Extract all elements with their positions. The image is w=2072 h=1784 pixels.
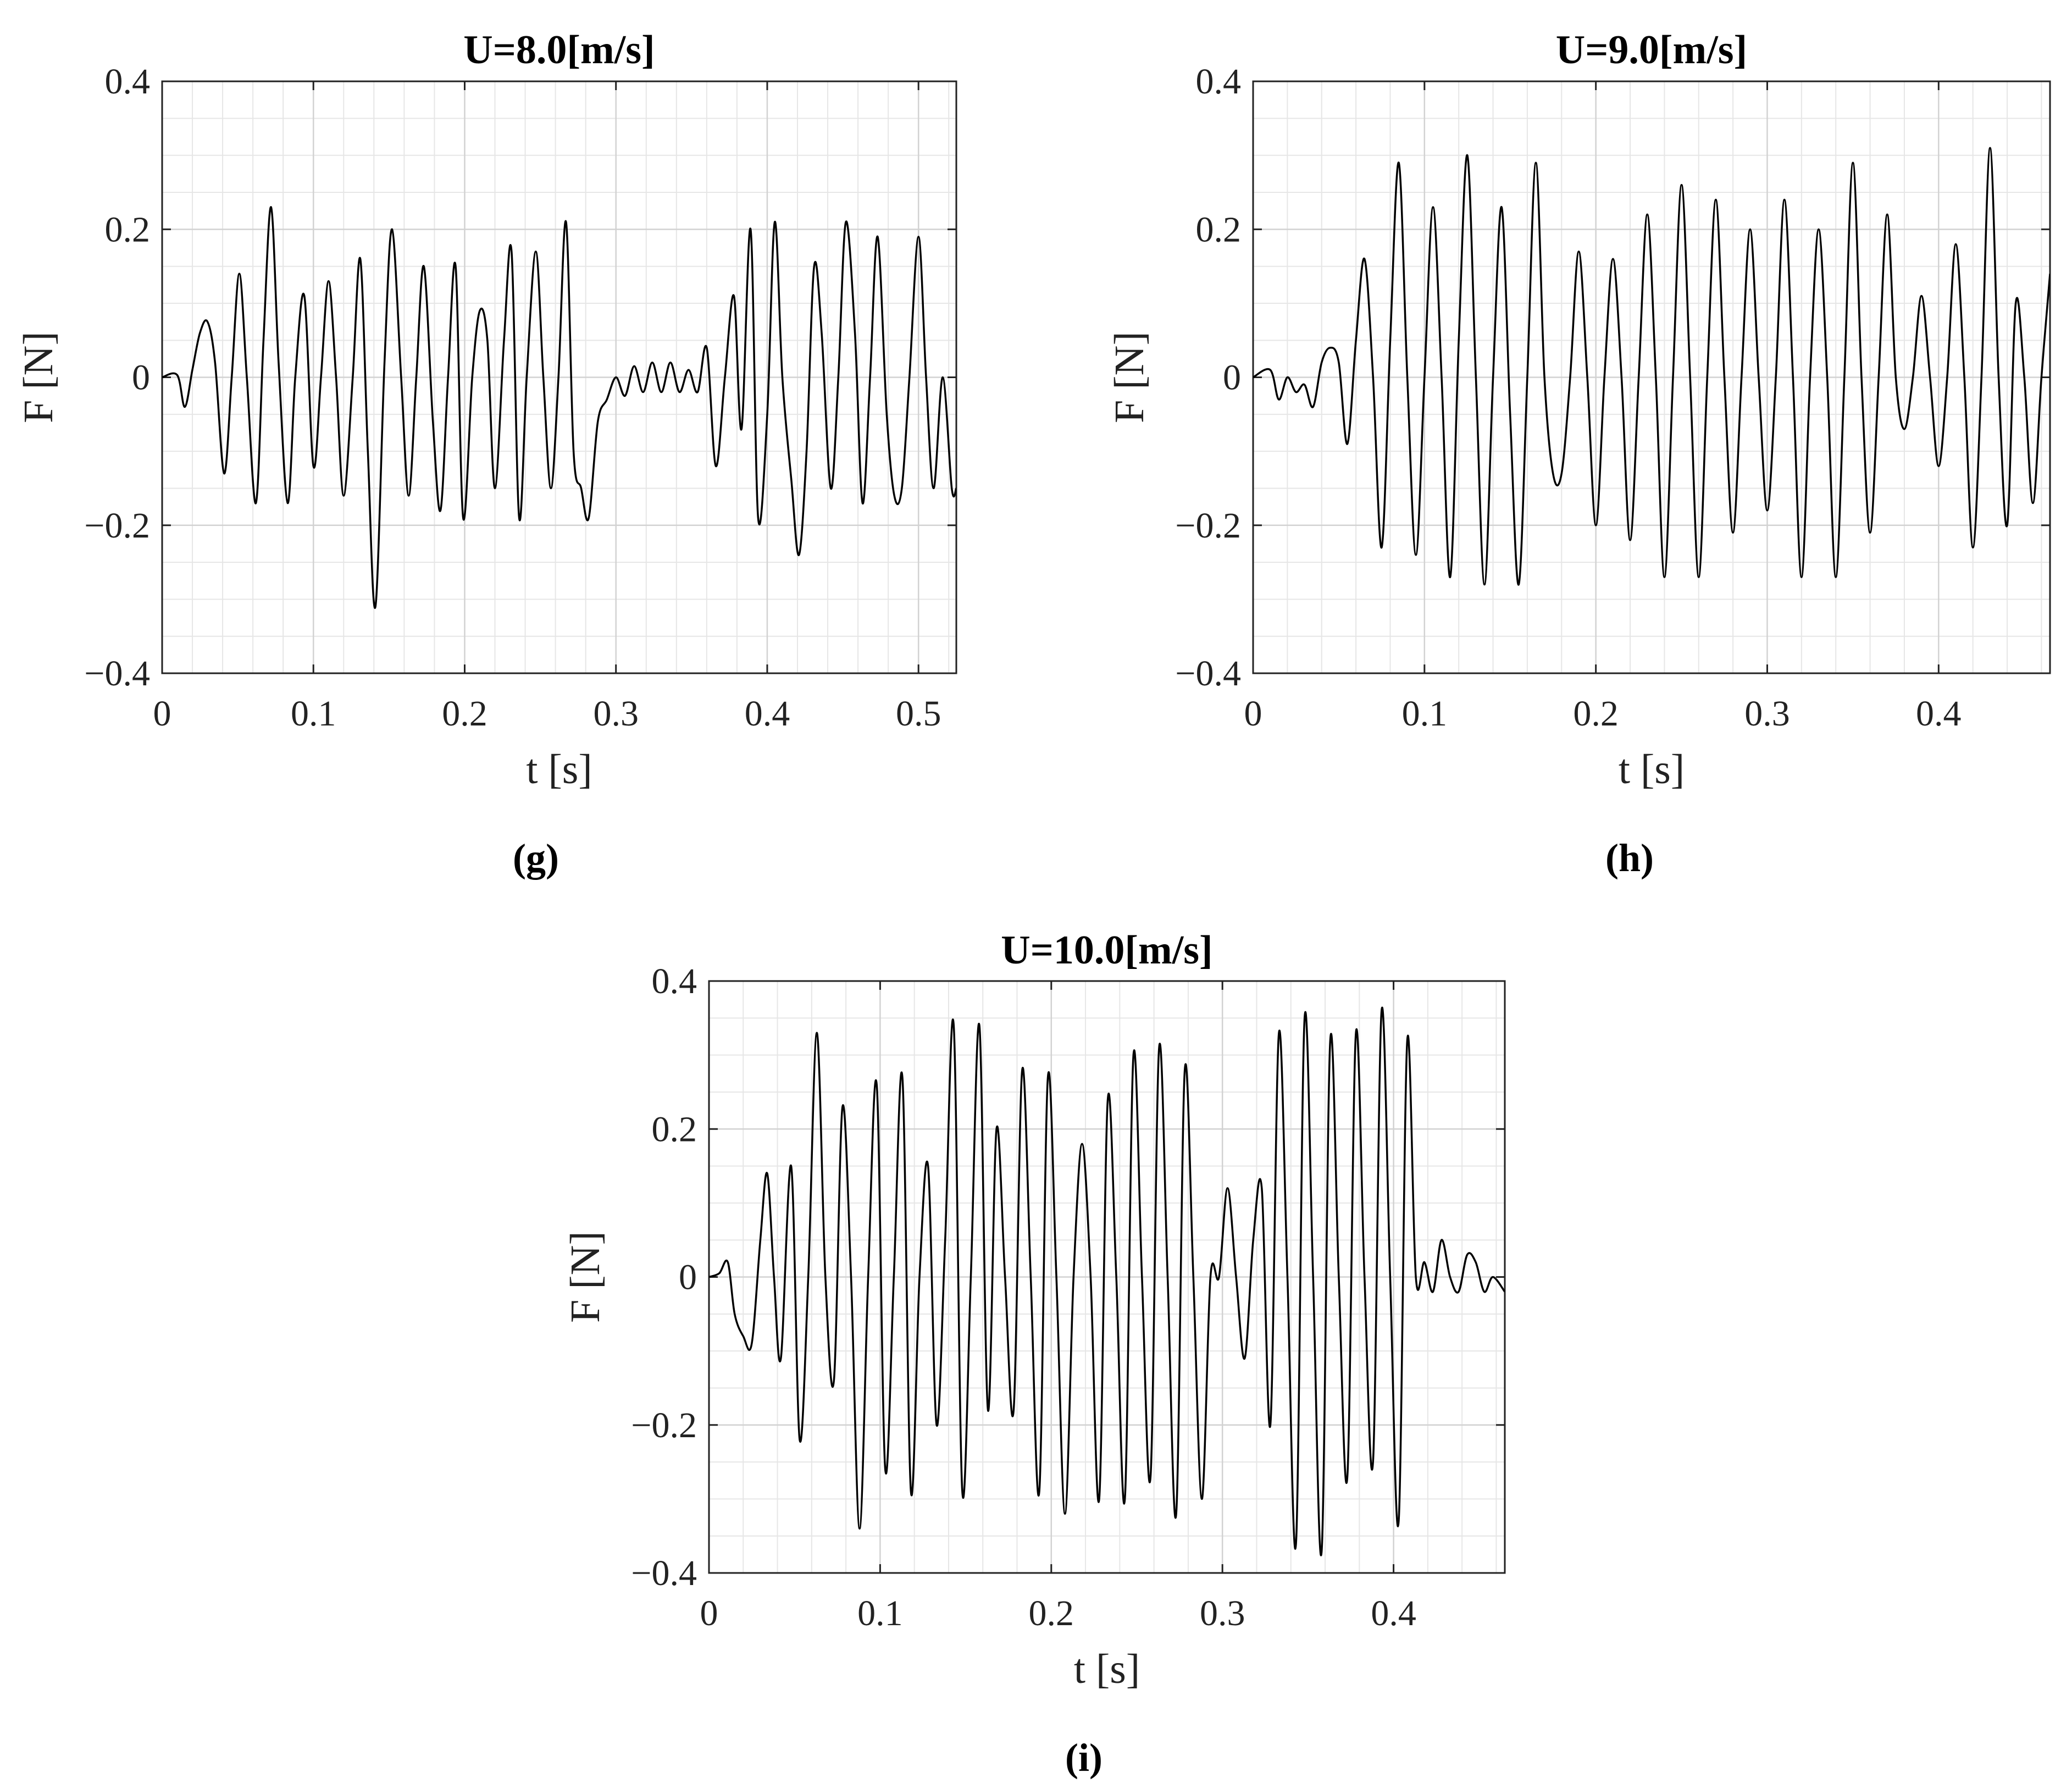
panel-g-x-tick-label: 0.5 bbox=[896, 694, 941, 734]
chart-panel-h: 0 0.1 0.2 0.3 0.4 −0.4 −0.2 0 0.2 0.4 U=9.0[m/s] t … bbox=[1106, 27, 2051, 880]
panel-g-x-tick-label: 0.3 bbox=[593, 694, 639, 734]
panel-h-y-axis-label: F [N] bbox=[1106, 331, 1153, 423]
panel-g-x-axis-label: t [s] bbox=[526, 746, 592, 793]
panel-h-y-tick-label: 0.2 bbox=[1196, 209, 1242, 250]
panel-g-x-tick-label: 0.1 bbox=[291, 694, 336, 734]
panel-g-title: U=8.0[m/s] bbox=[463, 27, 655, 73]
panel-i-y-tick-label: 0.4 bbox=[652, 961, 697, 1001]
panel-i-x-tick-label: 0 bbox=[700, 1593, 718, 1633]
panel-h-title: U=9.0[m/s] bbox=[1556, 27, 1747, 73]
panel-h-y-tick-label: −0.4 bbox=[1175, 653, 1241, 694]
chart-panel-i: 0 0.1 0.2 0.3 0.4 −0.4 −0.2 0 0.2 0.4 U=10.0[m/s] t… bbox=[562, 928, 1506, 1780]
panel-h-x-tick-label: 0.3 bbox=[1744, 694, 1790, 734]
panel-g-y-tick-label: −0.2 bbox=[84, 506, 150, 546]
panel-h-x-tick-label: 0.1 bbox=[1402, 694, 1448, 734]
panel-i-y-tick-label: 0.2 bbox=[652, 1109, 697, 1149]
panel-i-caption: (i) bbox=[1065, 1736, 1103, 1780]
panel-i-x-tick-label: 0.4 bbox=[1371, 1593, 1416, 1633]
panel-g-y-tick-label: −0.4 bbox=[84, 653, 150, 694]
panel-h-y-tick-label: −0.2 bbox=[1175, 506, 1241, 546]
panel-i-x-tick-label: 0.2 bbox=[1029, 1593, 1074, 1633]
panel-g-x-tick-label: 0.2 bbox=[442, 694, 487, 734]
panel-h-y-tick-label: 0.4 bbox=[1196, 62, 1242, 102]
panel-h-y-tick-label: 0 bbox=[1223, 358, 1241, 398]
panel-i-y-tick-label: −0.2 bbox=[631, 1405, 697, 1445]
panel-i-x-tick-label: 0.1 bbox=[857, 1593, 903, 1633]
panel-h-x-tick-label: 0.4 bbox=[1916, 694, 1962, 734]
chart-panel-g: 0 0.1 0.2 0.3 0.4 0.5 −0.4 −0.2 0 0.2 0.4 U=8.0[m/s… bbox=[15, 27, 957, 880]
panel-g-y-tick-label: 0.2 bbox=[105, 209, 151, 250]
panel-g-y-axis-label: F [N] bbox=[15, 331, 62, 423]
panel-h-x-axis-label: t [s] bbox=[1619, 746, 1685, 793]
panel-i-force-series-line bbox=[709, 1006, 1505, 1556]
panel-h-caption: (h) bbox=[1605, 836, 1654, 880]
panel-i-y-tick-label: −0.4 bbox=[631, 1553, 697, 1593]
panel-g-force-series-line bbox=[162, 206, 956, 609]
panel-h-force-series-line bbox=[1253, 147, 2050, 586]
panel-g-x-tick-label: 0.4 bbox=[745, 694, 790, 734]
panel-i-x-axis-label: t [s] bbox=[1074, 1646, 1140, 1692]
panel-h-x-tick-label: 0 bbox=[1244, 694, 1262, 734]
panel-i-x-tick-label: 0.3 bbox=[1200, 1593, 1245, 1633]
panel-i-title: U=10.0[m/s] bbox=[1001, 928, 1212, 973]
panel-h-x-tick-label: 0.2 bbox=[1573, 694, 1619, 734]
panel-i-y-tick-label: 0 bbox=[679, 1257, 697, 1298]
panel-i-y-axis-label: F [N] bbox=[562, 1231, 608, 1323]
panel-g-caption: (g) bbox=[513, 836, 559, 880]
panel-g-y-tick-label: 0.4 bbox=[105, 62, 151, 102]
panel-g-y-tick-label: 0 bbox=[132, 358, 150, 398]
panel-g-x-tick-label: 0 bbox=[153, 694, 171, 734]
